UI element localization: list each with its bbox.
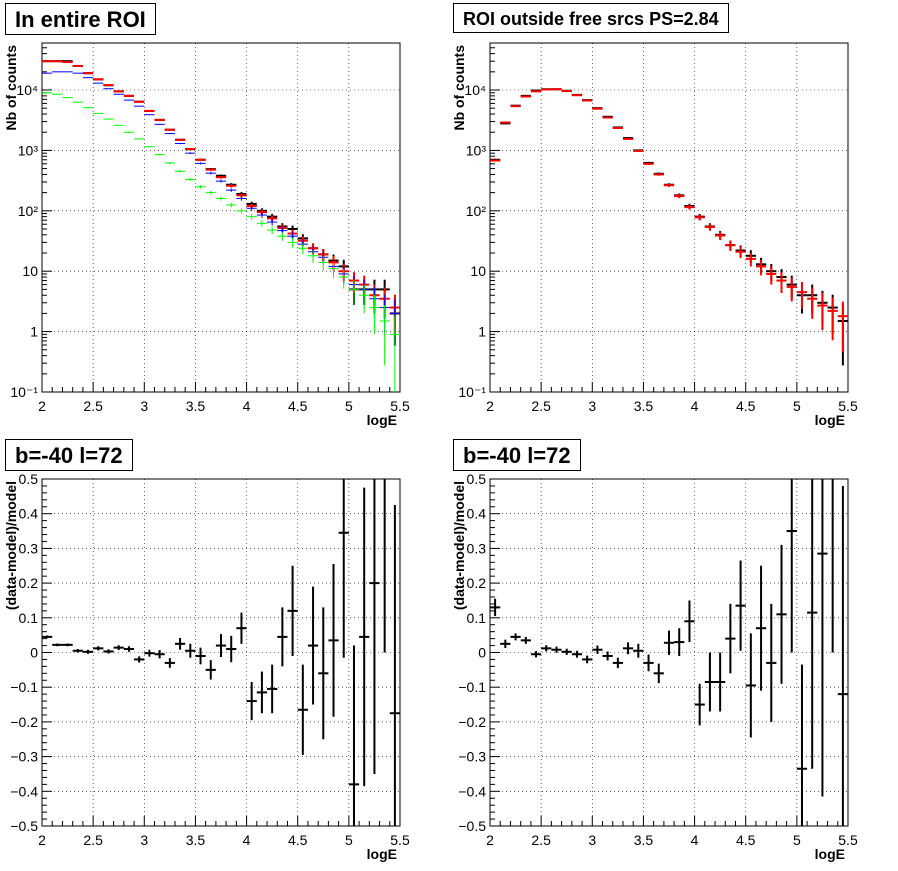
x-tick-label: 2 [38,398,46,414]
x-tick-label: 3.5 [186,398,206,414]
y-tick-label: 10⁻¹ [458,384,486,400]
x-tick-label: 5 [345,832,353,848]
chart-title-4: b=-40 l=72 [453,439,581,471]
series-1 [490,88,848,366]
y-axis-label: Nb of counts [3,45,19,131]
x-tick-label: 3.5 [186,832,206,848]
x-tick-label: 4.5 [736,832,756,848]
x-tick-label: 3.5 [634,398,654,414]
y-tick-label: 0.1 [19,610,39,626]
y-tick-label: 10² [18,203,39,219]
y-tick-label: 10 [22,263,38,279]
y-tick-label: −0.2 [458,714,486,730]
y-tick-label: 0.3 [467,540,487,556]
chart-title-2: ROI outside free srcs PS=2.84 [453,3,729,33]
y-tick-label: 0 [30,645,38,661]
x-tick-label: 3 [140,398,148,414]
y-tick-label: −0.4 [10,783,38,799]
y-axis-label: Nb of counts [451,45,467,131]
y-axis-label: (data-model)/model [451,481,467,610]
x-tick-label: 5 [793,398,801,414]
y-tick-label: −0.5 [10,818,38,834]
series-1 [42,60,400,346]
x-tick-label: 2.5 [83,398,103,414]
x-tick-label: 2 [486,398,494,414]
x-tick-label: 4.5 [288,832,308,848]
chart-title-3: b=-40 l=72 [5,439,133,471]
series-1 [490,479,848,826]
x-tick-label: 2.5 [531,832,551,848]
y-tick-label: 0.5 [467,471,487,487]
series-2 [490,88,848,353]
y-tick-label: 10⁻¹ [10,384,38,400]
x-tick-label: 5.5 [390,832,410,848]
x-tick-label: 2 [38,832,46,848]
y-tick-label: 0.3 [19,540,39,556]
y-tick-label: 1 [478,324,486,340]
y-tick-label: −0.3 [458,749,486,765]
series-1 [42,479,400,826]
x-tick-label: 2 [486,832,494,848]
x-axis-label: logE [367,412,397,428]
x-axis-label: logE [367,846,397,862]
x-tick-label: 4 [243,832,251,848]
x-tick-label: 5 [345,398,353,414]
y-tick-label: 0.4 [19,506,39,522]
x-axis-label: logE [815,846,845,862]
x-tick-label: 3.5 [634,832,654,848]
x-tick-label: 5.5 [838,398,858,414]
x-tick-label: 5.5 [838,832,858,848]
y-tick-label: 10³ [466,142,487,158]
y-tick-label: 10² [466,203,487,219]
y-tick-label: 0.1 [467,610,487,626]
y-tick-label: 0 [478,645,486,661]
y-tick-label: −0.5 [458,818,486,834]
y-tick-label: 10⁴ [464,82,486,98]
y-tick-label: −0.2 [10,714,38,730]
x-tick-label: 3 [588,398,596,414]
x-tick-label: 5 [793,832,801,848]
y-axis-label: (data-model)/model [3,481,19,610]
y-tick-label: −0.4 [458,783,486,799]
series-4 [42,92,400,392]
y-tick-label: −0.3 [10,749,38,765]
x-tick-label: 4 [243,398,251,414]
x-tick-label: 5.5 [390,398,410,414]
y-tick-label: 0.2 [19,575,39,591]
x-tick-label: 4.5 [736,398,756,414]
x-tick-label: 4.5 [288,398,308,414]
x-tick-label: 2.5 [83,832,103,848]
x-tick-label: 3 [140,832,148,848]
y-tick-label: 1 [30,324,38,340]
x-tick-label: 3 [588,832,596,848]
chart-title-1: In entire ROI [5,3,156,35]
x-axis-label: logE [815,412,845,428]
x-tick-label: 2.5 [531,398,551,414]
plot-frame [489,42,849,393]
y-tick-label: −0.1 [10,679,38,695]
y-tick-label: 0.4 [467,506,487,522]
series-3 [42,71,400,346]
x-tick-label: 4 [691,398,699,414]
y-tick-label: −0.1 [458,679,486,695]
y-tick-label: 10⁴ [16,82,38,98]
plot-frame [41,42,401,393]
y-tick-label: 10 [470,263,486,279]
y-tick-label: 0.2 [467,575,487,591]
x-tick-label: 4 [691,832,699,848]
y-tick-label: 0.5 [19,471,39,487]
y-tick-label: 10³ [18,142,39,158]
